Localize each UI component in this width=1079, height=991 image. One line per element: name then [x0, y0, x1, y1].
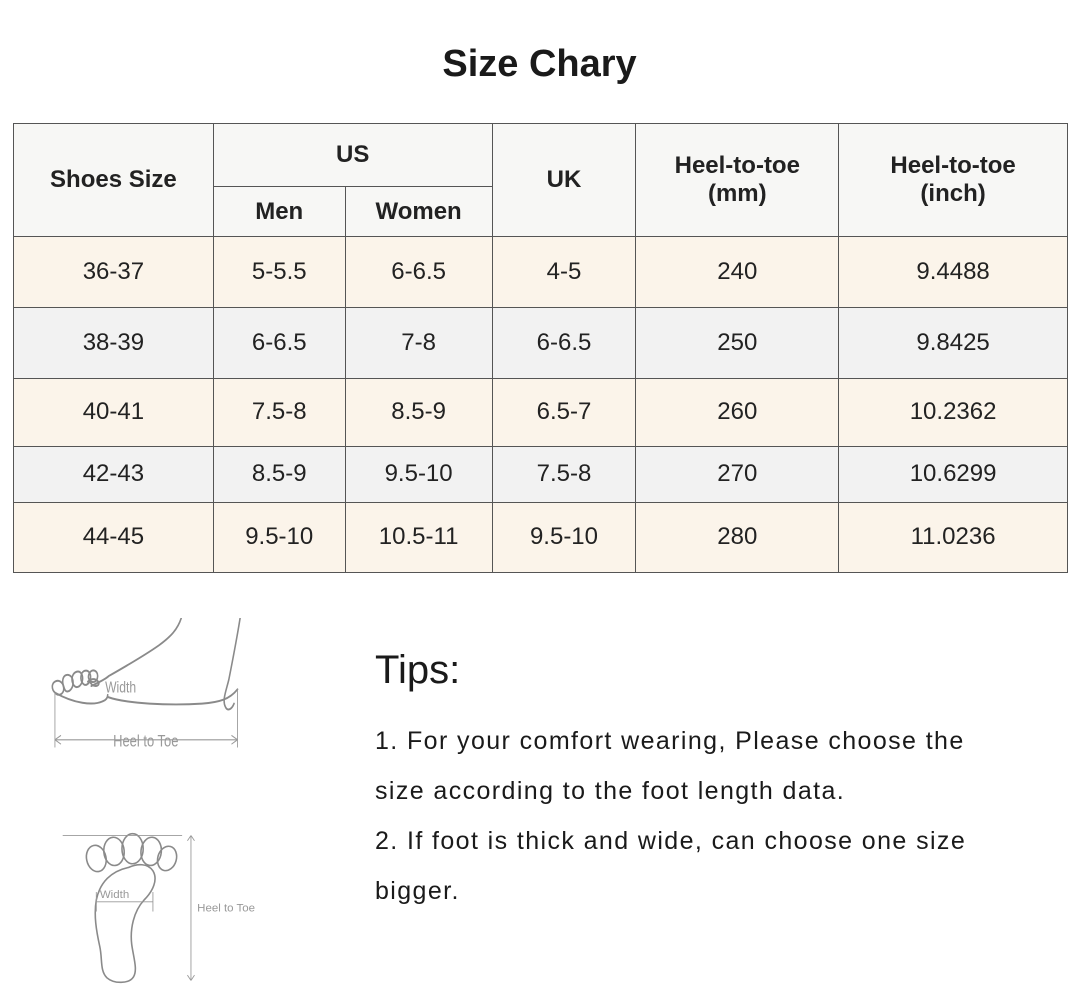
svg-text:Width: Width: [100, 889, 129, 901]
svg-text:Heel to Toe: Heel to Toe: [197, 902, 255, 914]
svg-text:Width: Width: [105, 678, 136, 696]
svg-text:Heel to Toe: Heel to Toe: [113, 733, 178, 751]
